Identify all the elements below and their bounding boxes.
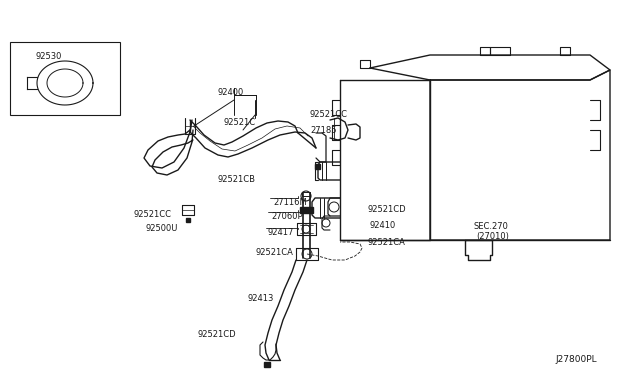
Bar bbox=[10, 42, 120, 115]
Text: (27010): (27010) bbox=[476, 232, 509, 241]
Text: J27800PL: J27800PL bbox=[555, 355, 596, 364]
Polygon shape bbox=[186, 218, 190, 222]
Text: 92417: 92417 bbox=[268, 228, 294, 237]
Text: 27185: 27185 bbox=[310, 126, 337, 135]
Text: 92410: 92410 bbox=[370, 221, 396, 230]
Text: 92500U: 92500U bbox=[145, 224, 177, 233]
Text: 92400: 92400 bbox=[218, 88, 244, 97]
Text: SEC.270: SEC.270 bbox=[474, 222, 509, 231]
Polygon shape bbox=[300, 207, 313, 213]
Text: 92521CD: 92521CD bbox=[368, 205, 406, 214]
Text: 92413: 92413 bbox=[248, 294, 275, 303]
Text: 92521CC: 92521CC bbox=[310, 110, 348, 119]
Text: 92521CA: 92521CA bbox=[368, 238, 406, 247]
Text: 92521CB: 92521CB bbox=[218, 175, 256, 184]
Text: 92521CD: 92521CD bbox=[198, 330, 237, 339]
Polygon shape bbox=[315, 164, 320, 169]
Text: 27116M: 27116M bbox=[273, 198, 307, 207]
Text: 92521C: 92521C bbox=[224, 118, 256, 127]
Polygon shape bbox=[264, 362, 270, 367]
Text: 27060P: 27060P bbox=[271, 212, 303, 221]
Text: 92521CC: 92521CC bbox=[133, 210, 171, 219]
Text: 92530: 92530 bbox=[35, 52, 61, 61]
Text: 92521CA: 92521CA bbox=[256, 248, 294, 257]
